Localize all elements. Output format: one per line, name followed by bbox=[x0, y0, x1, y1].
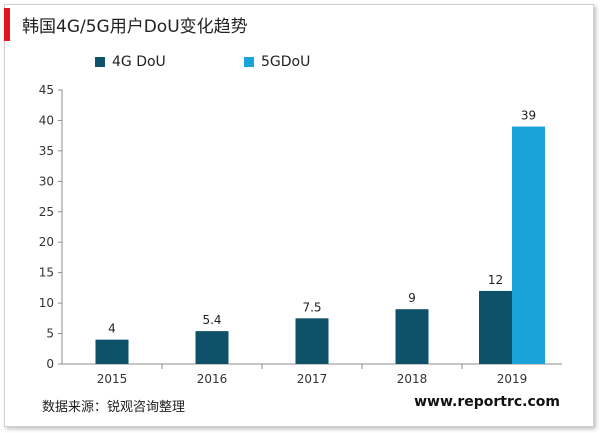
chart-title: 韩国4G/5G用户DoU变化趋势 bbox=[22, 17, 248, 37]
legend-label-4g: 4G DoU bbox=[112, 54, 166, 70]
legend-item-4g: 4G DoU bbox=[95, 54, 166, 70]
title-accent-bar bbox=[4, 8, 10, 41]
website-link[interactable]: www.reportrc.com bbox=[414, 394, 560, 410]
legend: 4G DoU 5GDoU bbox=[0, 54, 600, 74]
legend-swatch-4g bbox=[95, 57, 105, 67]
legend-label-5g: 5GDoU bbox=[261, 54, 311, 70]
legend-item-5g: 5GDoU bbox=[244, 54, 310, 70]
legend-swatch-5g bbox=[244, 57, 254, 67]
data-source: 数据来源：锐观咨询整理 bbox=[42, 400, 186, 415]
